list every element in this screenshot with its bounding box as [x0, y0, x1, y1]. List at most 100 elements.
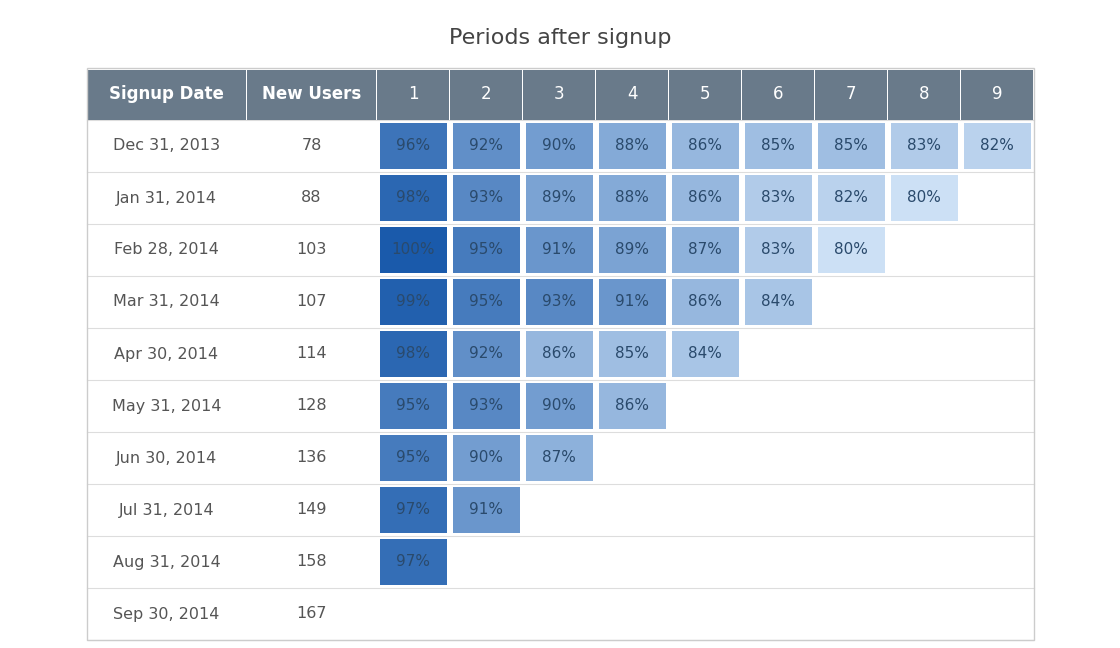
Text: 84%: 84% — [762, 294, 795, 310]
Bar — [380, 123, 447, 169]
Text: 92%: 92% — [469, 139, 503, 154]
Bar — [670, 69, 740, 120]
Text: 86%: 86% — [542, 347, 576, 362]
Text: 136: 136 — [297, 450, 327, 465]
Bar — [380, 435, 447, 481]
Text: 86%: 86% — [688, 139, 722, 154]
Text: 88%: 88% — [615, 191, 648, 205]
Text: Jan 31, 2014: Jan 31, 2014 — [116, 191, 217, 205]
Text: 8: 8 — [918, 85, 930, 103]
Text: 89%: 89% — [542, 191, 576, 205]
Bar — [248, 69, 375, 120]
Bar — [598, 123, 665, 169]
Bar — [380, 383, 447, 429]
Bar — [450, 69, 522, 120]
Bar — [672, 331, 738, 377]
Bar — [525, 175, 592, 221]
Text: 93%: 93% — [469, 399, 503, 413]
Text: Feb 28, 2014: Feb 28, 2014 — [114, 242, 218, 257]
Bar — [377, 69, 449, 120]
Text: 107: 107 — [297, 294, 327, 310]
Text: 85%: 85% — [762, 139, 795, 154]
Text: 85%: 85% — [615, 347, 648, 362]
Text: 80%: 80% — [834, 242, 868, 257]
Bar — [598, 279, 665, 325]
Bar — [818, 175, 885, 221]
Bar — [598, 331, 665, 377]
Bar — [598, 227, 665, 273]
Text: Jun 30, 2014: Jun 30, 2014 — [115, 450, 217, 465]
Text: 91%: 91% — [615, 294, 648, 310]
Text: 87%: 87% — [542, 450, 576, 465]
Text: 114: 114 — [296, 347, 327, 362]
Text: 95%: 95% — [469, 294, 503, 310]
Text: Signup Date: Signup Date — [109, 85, 224, 103]
Text: 95%: 95% — [396, 399, 430, 413]
Text: 82%: 82% — [980, 139, 1014, 154]
Text: 83%: 83% — [907, 139, 941, 154]
Bar — [672, 175, 738, 221]
Bar — [815, 69, 887, 120]
Text: New Users: New Users — [262, 85, 361, 103]
Text: 6: 6 — [773, 85, 783, 103]
Bar — [525, 123, 592, 169]
Text: 91%: 91% — [469, 502, 503, 518]
Text: 97%: 97% — [396, 555, 430, 570]
Bar — [745, 123, 812, 169]
Bar — [380, 539, 447, 585]
Text: 93%: 93% — [469, 191, 503, 205]
Text: 86%: 86% — [615, 399, 648, 413]
Text: 128: 128 — [296, 399, 327, 413]
Bar — [525, 331, 592, 377]
Bar — [525, 227, 592, 273]
Text: Mar 31, 2014: Mar 31, 2014 — [113, 294, 220, 310]
Bar — [963, 123, 1030, 169]
Bar — [743, 69, 814, 120]
Bar — [745, 227, 812, 273]
Bar — [818, 123, 885, 169]
Bar — [598, 175, 665, 221]
Text: 87%: 87% — [688, 242, 722, 257]
Text: 90%: 90% — [542, 399, 576, 413]
Bar — [523, 69, 595, 120]
Text: Sep 30, 2014: Sep 30, 2014 — [113, 607, 220, 621]
Text: 86%: 86% — [688, 191, 722, 205]
Text: 5: 5 — [700, 85, 710, 103]
Bar — [672, 279, 738, 325]
Text: 88: 88 — [301, 191, 321, 205]
Bar — [87, 69, 245, 120]
Bar — [380, 487, 447, 533]
Text: May 31, 2014: May 31, 2014 — [112, 399, 222, 413]
Bar — [745, 175, 812, 221]
Bar — [380, 279, 447, 325]
Bar — [672, 227, 738, 273]
Bar — [452, 435, 520, 481]
Text: 167: 167 — [297, 607, 327, 621]
Bar — [86, 68, 1034, 640]
Text: Jul 31, 2014: Jul 31, 2014 — [119, 502, 214, 518]
Text: 98%: 98% — [396, 347, 430, 362]
Text: 7: 7 — [846, 85, 857, 103]
Text: Aug 31, 2014: Aug 31, 2014 — [113, 555, 221, 570]
Text: 90%: 90% — [542, 139, 576, 154]
Text: 78: 78 — [301, 139, 321, 154]
Text: 95%: 95% — [396, 450, 430, 465]
Text: 93%: 93% — [542, 294, 576, 310]
Bar — [745, 279, 812, 325]
Text: 2: 2 — [480, 85, 492, 103]
Text: 92%: 92% — [469, 347, 503, 362]
Text: 158: 158 — [296, 555, 327, 570]
Bar — [888, 69, 960, 120]
Bar — [452, 279, 520, 325]
Text: 4: 4 — [627, 85, 637, 103]
Bar — [452, 331, 520, 377]
Text: Apr 30, 2014: Apr 30, 2014 — [114, 347, 218, 362]
Text: 83%: 83% — [760, 242, 795, 257]
Text: 99%: 99% — [396, 294, 430, 310]
Bar — [525, 435, 592, 481]
Bar — [452, 487, 520, 533]
Bar — [380, 331, 447, 377]
Bar — [596, 69, 668, 120]
Text: 90%: 90% — [469, 450, 503, 465]
Bar — [672, 123, 738, 169]
